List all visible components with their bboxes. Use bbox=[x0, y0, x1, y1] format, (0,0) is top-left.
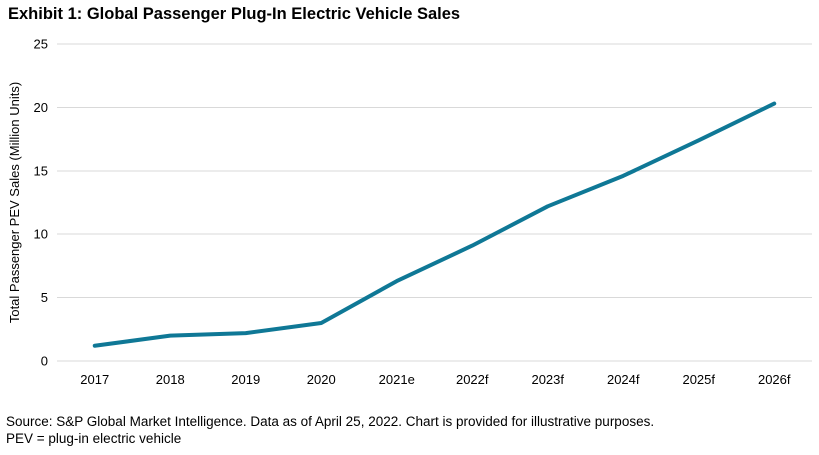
line-chart: 0 5 10 15 20 25 2017 2018 2019 2020 2021e 2022f 2023… bbox=[7, 37, 812, 387]
x-tick-label-2022f: 2022f bbox=[456, 372, 489, 387]
x-tick-label-2023f: 2023f bbox=[531, 372, 564, 387]
pev-sales-series-line bbox=[92, 101, 777, 348]
chart-title: Exhibit 1: Global Passenger Plug-In Elec… bbox=[8, 5, 461, 23]
x-tick-label-2025f: 2025f bbox=[682, 372, 715, 387]
y-tick-label-15: 15 bbox=[34, 163, 48, 178]
y-tick-label-25: 25 bbox=[34, 37, 48, 52]
x-tick-label-2017: 2017 bbox=[80, 372, 109, 387]
y-tick-label-0: 0 bbox=[41, 354, 48, 369]
footnote-pev: PEV = plug-in electric vehicle bbox=[6, 431, 182, 446]
x-tick-label-2020: 2020 bbox=[307, 372, 336, 387]
y-tick-label-10: 10 bbox=[34, 227, 48, 242]
y-tick-label-20: 20 bbox=[34, 100, 48, 115]
x-tick-label-2024f: 2024f bbox=[607, 372, 640, 387]
chart-footer: Source: S&P Global Market Intelligence. … bbox=[6, 413, 654, 447]
source-note: Source: S&P Global Market Intelligence. … bbox=[6, 414, 655, 429]
x-tick-label-2018: 2018 bbox=[156, 372, 185, 387]
y-tick-label-5: 5 bbox=[41, 290, 48, 305]
x-tick-label-2021e: 2021e bbox=[379, 372, 415, 387]
x-tick-label-2019: 2019 bbox=[231, 372, 260, 387]
x-tick-label-2026f: 2026f bbox=[758, 372, 791, 387]
y-axis-title: Total Passenger PEV Sales (Million Units… bbox=[7, 82, 22, 323]
